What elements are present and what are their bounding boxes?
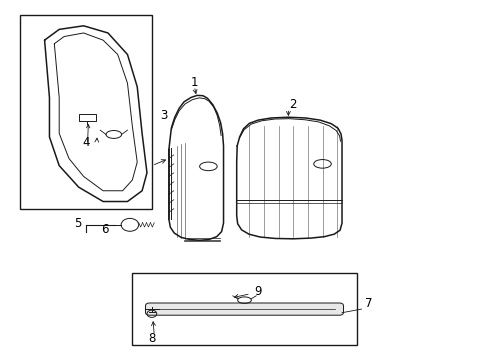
Bar	[132, 273, 356, 345]
Text: 3: 3	[160, 109, 167, 122]
Text: 4: 4	[82, 136, 90, 149]
Text: 5: 5	[74, 217, 81, 230]
Text: 1: 1	[190, 76, 198, 89]
Text: 6: 6	[101, 223, 108, 236]
Bar	[79, 114, 96, 121]
FancyBboxPatch shape	[145, 303, 343, 315]
Text: 7: 7	[365, 297, 372, 310]
Text: 2: 2	[289, 98, 296, 111]
Bar	[20, 15, 152, 209]
Text: 8: 8	[148, 332, 155, 345]
Text: 9: 9	[254, 285, 262, 298]
